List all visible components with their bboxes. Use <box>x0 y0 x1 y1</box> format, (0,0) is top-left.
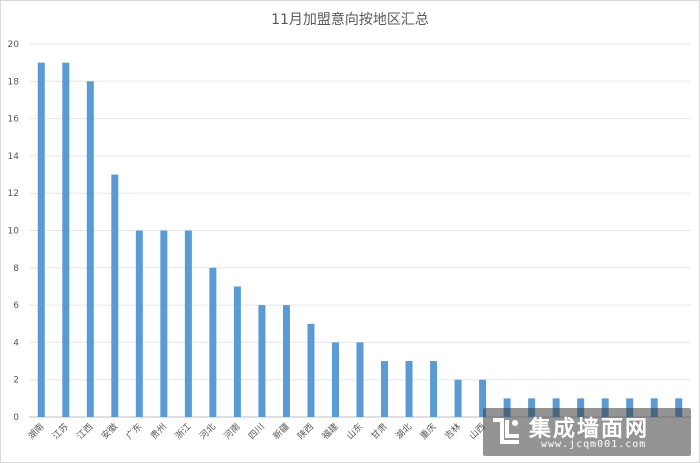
y-tick-label: 10 <box>8 227 20 237</box>
bar <box>601 398 609 417</box>
bar <box>503 398 511 417</box>
bar <box>454 379 462 417</box>
y-tick-label: 12 <box>8 189 19 199</box>
x-tick-label: 重庆 <box>417 421 438 442</box>
bar <box>552 398 560 417</box>
bar <box>37 62 45 418</box>
bars <box>37 62 683 418</box>
bar <box>258 305 266 417</box>
y-tick-label: 6 <box>13 301 19 311</box>
y-axis-ticks: 0 2 4 6 8 10 12 14 16 18 20 <box>8 40 20 423</box>
x-tick-label: 河北 <box>197 421 218 442</box>
x-tick-label: 浙江 <box>172 421 193 442</box>
bar <box>282 305 290 417</box>
y-tick-label: 20 <box>8 40 20 50</box>
y-tick-label: 16 <box>8 115 20 125</box>
x-tick-label: 山东 <box>344 421 365 442</box>
x-tick-label: 新疆 <box>270 421 291 442</box>
y-tick-label: 14 <box>8 152 20 162</box>
watermark-name: 集成墙面网 <box>529 417 650 442</box>
bar <box>233 286 241 417</box>
bar <box>528 398 536 417</box>
bar <box>209 267 217 417</box>
y-tick-label: 2 <box>13 376 19 386</box>
bar <box>135 230 143 417</box>
x-tick-label: 贵州 <box>148 421 169 442</box>
bar <box>479 379 487 417</box>
bar <box>86 81 94 418</box>
x-tick-label: 江苏 <box>50 421 71 442</box>
bar <box>650 398 658 417</box>
bar <box>430 361 438 417</box>
x-tick-label: 福建 <box>319 421 340 442</box>
bar <box>577 398 585 417</box>
x-tick-label: 吉林 <box>442 421 463 442</box>
chart-title: 11月加盟意向按地区汇总 <box>271 12 429 28</box>
y-tick-label: 4 <box>13 338 19 348</box>
brand-logo-icon <box>493 418 519 444</box>
bar <box>62 62 70 418</box>
y-tick-label: 18 <box>8 77 20 87</box>
x-tick-label: 甘肃 <box>368 421 389 442</box>
x-tick-label: 陕西 <box>295 421 316 442</box>
y-tick-label: 8 <box>13 264 19 274</box>
bar <box>405 361 413 417</box>
watermark-logo: 集成墙面网 www.jcqm001.com <box>483 408 691 456</box>
x-tick-label: 四川 <box>247 422 267 442</box>
bar <box>307 323 315 417</box>
x-tick-label: 江西 <box>75 421 96 442</box>
x-axis-ticks: 湖南 江苏 江西 安徽 广东 贵州 浙江 河北 河南 四川 新疆 陕西 福建 山东 甘肃 湖北 重庆 吉林 山西 <box>25 421 488 442</box>
x-tick-label: 湖南 <box>25 421 46 442</box>
y-tick-label: 0 <box>13 413 19 423</box>
bar <box>111 174 119 417</box>
x-tick-label: 安徽 <box>99 421 120 442</box>
bar <box>381 361 389 417</box>
bar <box>626 398 634 417</box>
bar <box>184 230 192 417</box>
bar <box>675 398 683 417</box>
x-tick-label: 湖北 <box>394 421 415 442</box>
bar <box>356 342 364 417</box>
watermark-url: www.jcqm001.com <box>541 439 647 450</box>
bar <box>160 230 168 417</box>
x-tick-label: 广东 <box>123 421 144 442</box>
bar <box>331 342 339 417</box>
x-tick-label: 河南 <box>221 421 242 442</box>
